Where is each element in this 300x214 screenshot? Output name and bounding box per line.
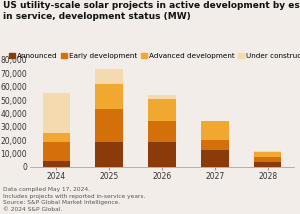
Bar <box>201 140 229 150</box>
Bar <box>201 121 229 122</box>
Bar <box>95 84 123 109</box>
Bar <box>254 152 281 157</box>
Bar <box>43 141 70 161</box>
Bar <box>148 99 176 122</box>
Text: Data compiled May 17, 2024.
Includes projects with reported in-service years.
So: Data compiled May 17, 2024. Includes pro… <box>3 187 146 212</box>
Bar <box>95 142 123 167</box>
Bar <box>254 157 281 162</box>
Bar <box>95 69 123 84</box>
Legend: Announced, Early development, Advanced development, Under construction: Announced, Early development, Advanced d… <box>6 50 300 61</box>
Bar <box>201 122 229 140</box>
Bar <box>43 161 70 167</box>
Bar <box>254 162 281 167</box>
Bar <box>148 142 176 167</box>
Bar <box>201 150 229 167</box>
Bar <box>95 109 123 142</box>
Bar <box>43 134 70 141</box>
Bar <box>43 93 70 134</box>
Bar <box>254 151 281 152</box>
Bar <box>148 122 176 142</box>
Text: US utility-scale solar projects in active development by estimated year
in servi: US utility-scale solar projects in activ… <box>3 1 300 21</box>
Bar <box>148 95 176 99</box>
